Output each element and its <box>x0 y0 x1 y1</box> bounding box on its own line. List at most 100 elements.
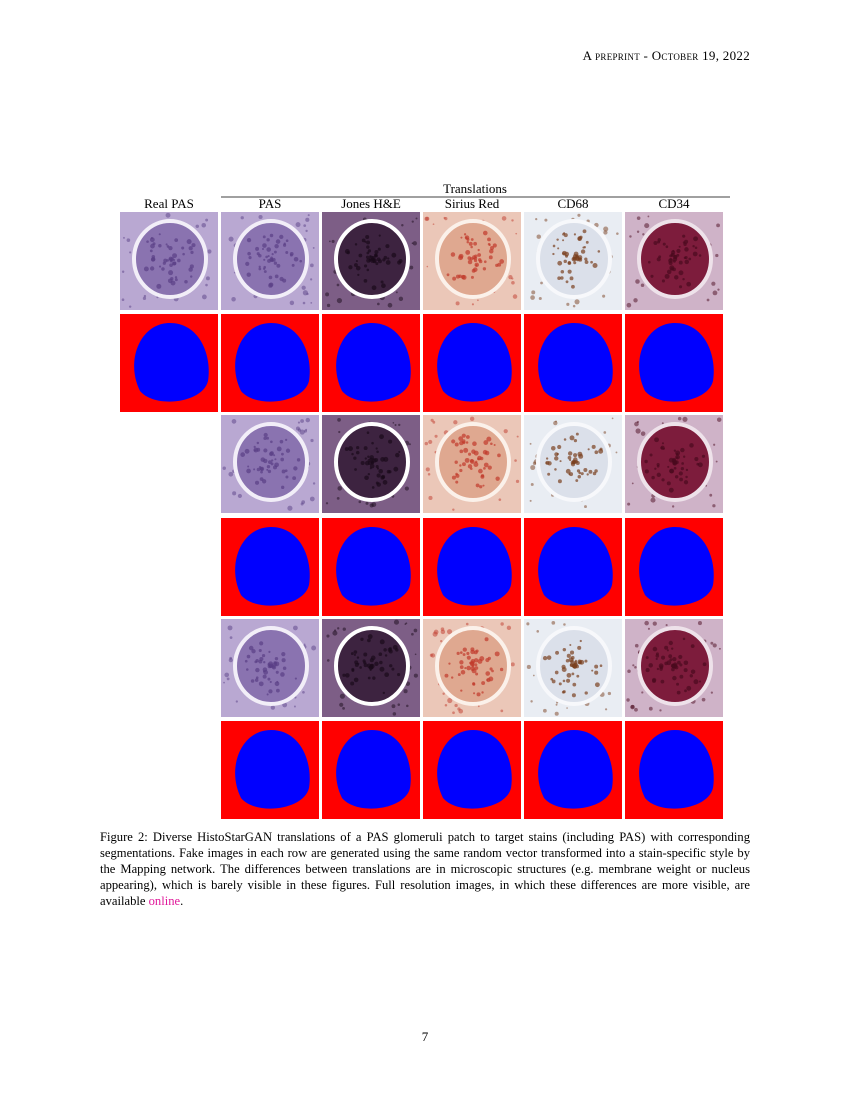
texture-dot <box>633 298 638 303</box>
nucleus <box>474 254 478 258</box>
nucleus <box>495 263 499 267</box>
nucleus <box>569 435 575 441</box>
nucleus <box>348 446 353 452</box>
texture-dot <box>426 265 429 268</box>
nucleus <box>375 261 379 266</box>
nucleus <box>387 647 392 652</box>
caption-text: Diverse HistoStarGAN translations of a P… <box>100 830 750 908</box>
nucleus <box>260 470 263 474</box>
nucleus <box>572 254 578 259</box>
nucleus <box>282 666 287 671</box>
segmentation-tile <box>120 314 218 412</box>
texture-dot <box>392 422 395 424</box>
nucleus <box>281 652 286 657</box>
texture-dot <box>413 628 418 633</box>
nucleus <box>380 280 384 284</box>
texture-dot <box>126 238 131 242</box>
nucleus <box>575 479 579 482</box>
nucleus <box>345 673 350 678</box>
texture-dot <box>713 443 716 446</box>
nucleus <box>559 460 562 463</box>
nucleus <box>168 270 174 276</box>
nucleus <box>487 465 492 470</box>
nucleus <box>462 462 466 467</box>
nucleus <box>261 654 266 658</box>
nucleus <box>258 265 261 268</box>
group-label: Translations <box>443 181 507 196</box>
texture-dot <box>515 232 518 235</box>
nucleus <box>697 462 703 468</box>
nucleus <box>676 690 681 695</box>
nucleus <box>645 668 650 673</box>
texture-dot <box>440 627 445 631</box>
nucleus <box>271 253 274 256</box>
texture-dot <box>555 703 558 706</box>
nucleus <box>184 279 188 284</box>
stain-tile <box>322 619 420 717</box>
nucleus <box>470 245 473 249</box>
texture-dot <box>398 296 404 302</box>
nucleus <box>474 256 478 260</box>
nucleus <box>379 639 385 645</box>
nucleus <box>693 236 699 242</box>
nucleus <box>590 260 593 264</box>
nucleus <box>654 467 657 470</box>
nucleus <box>692 251 698 257</box>
nucleus <box>594 450 599 455</box>
texture-dot <box>229 636 233 639</box>
nucleus <box>683 242 687 246</box>
nucleus <box>684 689 687 693</box>
stain-tile <box>221 415 319 513</box>
nucleus <box>368 665 373 669</box>
texture-dot <box>626 302 632 308</box>
nucleus <box>664 273 670 279</box>
texture-dot <box>566 707 568 709</box>
nucleus <box>248 256 252 260</box>
caption-end: . <box>180 894 184 908</box>
texture-dot <box>228 471 234 477</box>
nucleus <box>281 658 286 663</box>
nucleus <box>591 669 594 672</box>
texture-dot <box>223 681 225 684</box>
nucleus <box>270 440 273 444</box>
texture-dot <box>201 294 207 300</box>
nucleus <box>576 674 580 678</box>
nucleus <box>262 243 267 248</box>
nucleus <box>465 441 469 444</box>
nucleus <box>391 667 395 671</box>
texture-dot <box>310 278 313 281</box>
nucleus <box>266 464 271 469</box>
nucleus <box>372 676 376 680</box>
texture-dot <box>477 705 480 708</box>
texture-dot <box>636 230 640 233</box>
nucleus <box>554 670 559 675</box>
nucleus <box>366 240 371 245</box>
nucleus <box>473 462 479 467</box>
texture-dot <box>312 482 316 485</box>
nucleus <box>274 243 279 249</box>
nucleus <box>276 688 280 693</box>
nucleus <box>255 667 260 673</box>
nucleus <box>456 651 460 656</box>
caption-link[interactable]: online <box>148 894 181 908</box>
texture-dot <box>500 709 504 713</box>
nucleus <box>679 285 683 289</box>
nucleus <box>686 281 692 287</box>
nucleus <box>454 460 458 464</box>
stain-tile <box>423 619 521 717</box>
nucleus <box>262 674 267 679</box>
texture-dot <box>715 253 719 258</box>
stain-tile <box>625 619 723 717</box>
nucleus <box>585 240 589 244</box>
texture-dot <box>123 236 125 239</box>
nucleus <box>460 670 466 675</box>
nucleus <box>675 450 681 456</box>
nucleus <box>683 480 689 485</box>
texture-dot <box>339 693 345 699</box>
nucleus <box>554 456 559 461</box>
nucleus <box>562 252 565 255</box>
texture-dot <box>309 496 315 502</box>
nucleus <box>649 453 653 457</box>
nucleus <box>174 238 179 242</box>
stain-tile <box>322 212 420 310</box>
